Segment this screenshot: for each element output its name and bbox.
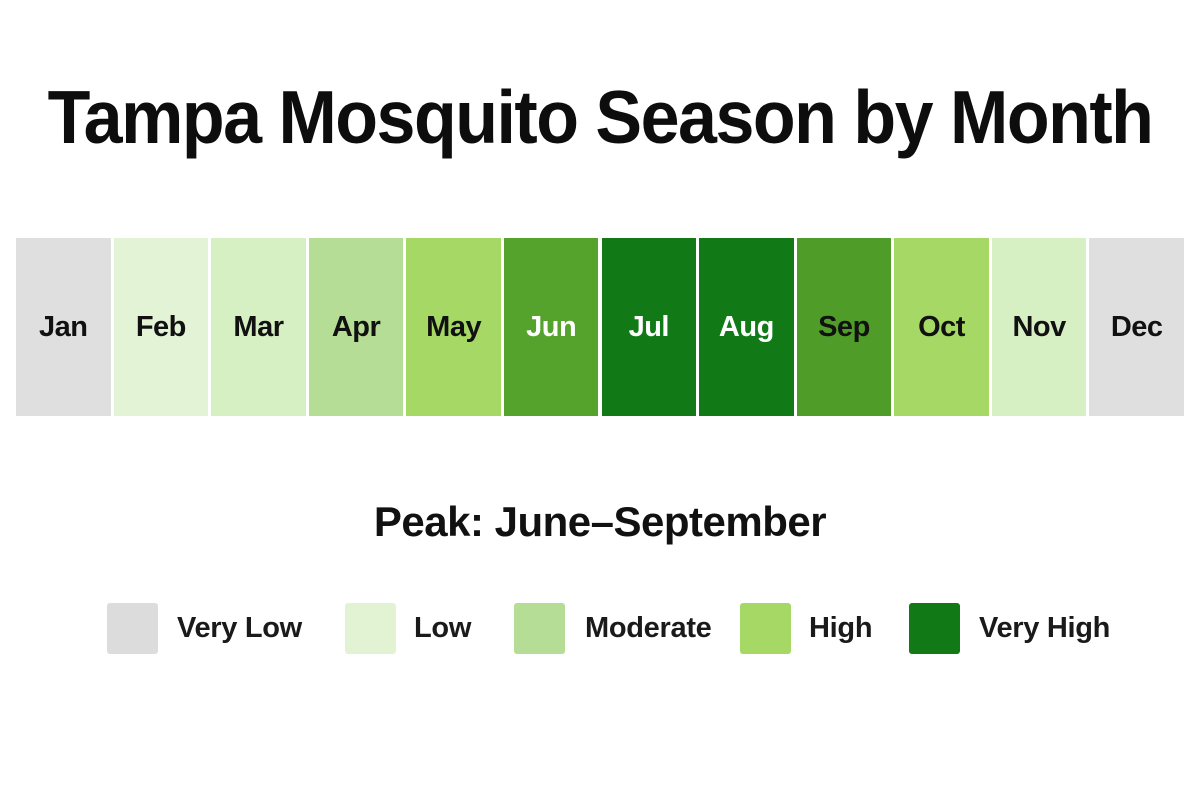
month-label: Jun [526, 310, 577, 343]
month-cell-feb: Feb [113, 238, 209, 416]
month-label: Apr [331, 310, 381, 343]
chart-title: Tampa Mosquito Season by Month [47, 74, 1154, 160]
legend-swatch [345, 602, 396, 654]
legend-label: Very Low [177, 611, 302, 644]
legend-item-moderate: Moderate [514, 602, 712, 654]
month-label: Aug [718, 310, 774, 343]
month-cell-jan: Jan [16, 238, 111, 416]
month-label: Nov [1012, 310, 1066, 343]
month-cell-nov: Nov [991, 238, 1087, 416]
legend-swatch [107, 602, 158, 654]
legend-item-low: Low [345, 602, 471, 654]
month-cell-mar: Mar [211, 238, 306, 416]
month-label: Oct [918, 310, 965, 343]
legend-swatch [514, 602, 565, 654]
legend-swatch [740, 602, 791, 654]
month-label: Mar [233, 310, 284, 343]
legend: Very Low Low Moderate High Very High [0, 602, 1200, 654]
legend-item-very-high: Very High [909, 602, 1110, 654]
month-cell-sep: Sep [796, 238, 892, 416]
peak-annotation: Peak: June–September [373, 498, 827, 545]
month-label: Jul [628, 310, 670, 343]
month-cell-jul: Jul [601, 238, 697, 416]
month-cell-jun: Jun [503, 238, 599, 416]
legend-label: High [809, 611, 873, 644]
month-label: May [426, 310, 482, 343]
month-cell-may: May [406, 238, 501, 416]
month-label: Feb [135, 310, 187, 343]
legend-label: Low [414, 611, 472, 644]
month-cell-oct: Oct [894, 238, 989, 416]
legend-item-very-low: Very Low [107, 602, 302, 654]
month-cell-apr: Apr [308, 238, 404, 416]
legend-label: Very High [979, 611, 1111, 644]
month-cell-dec: Dec [1089, 238, 1184, 416]
legend-swatch [909, 602, 960, 654]
legend-item-high: High [740, 602, 873, 654]
month-label: Sep [818, 310, 870, 343]
month-label: Jan [39, 310, 88, 343]
month-heatmap-strip: Jan Feb Mar Apr May Jun Jul Aug Sep Oct Nov Dec [16, 238, 1184, 416]
month-label: Dec [1110, 310, 1163, 343]
legend-label: Moderate [585, 611, 712, 644]
month-cell-aug: Aug [699, 238, 794, 416]
